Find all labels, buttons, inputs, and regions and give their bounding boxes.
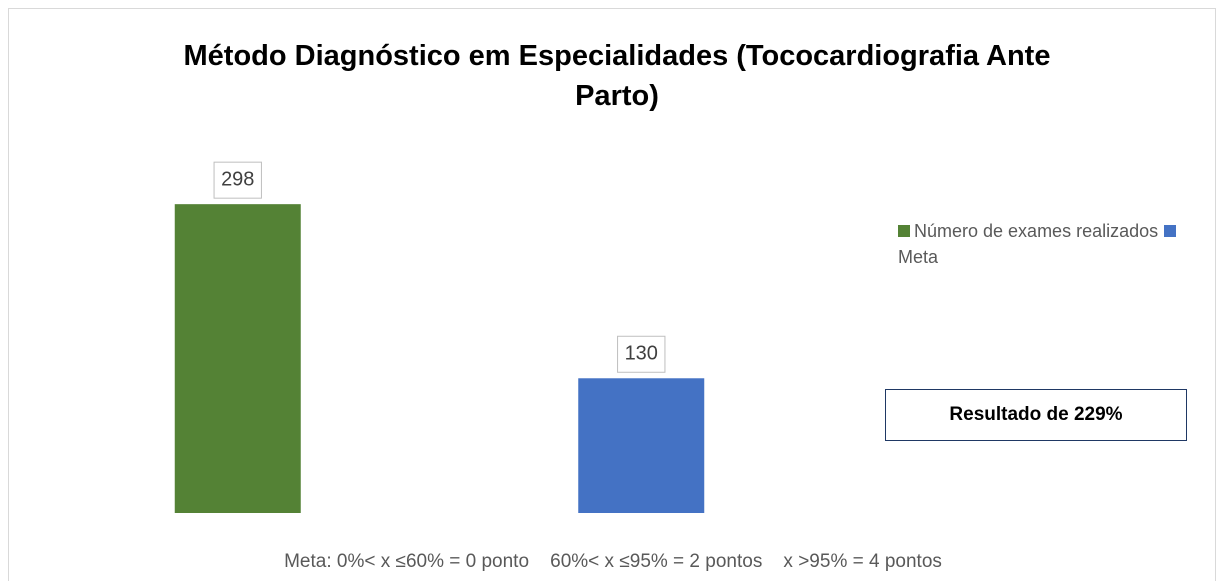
legend-item: Meta bbox=[898, 221, 1180, 267]
data-label-box bbox=[213, 161, 262, 199]
bar bbox=[174, 204, 301, 513]
legend: Número de exames realizados Meta bbox=[898, 218, 1198, 270]
legend-swatch bbox=[1164, 225, 1177, 237]
data-label: 130 bbox=[617, 335, 666, 373]
bar bbox=[578, 378, 705, 513]
legend-label: Meta bbox=[898, 247, 939, 267]
annotation-box: Resultado de 229% bbox=[885, 389, 1187, 441]
data-label: 298 bbox=[213, 161, 262, 199]
legend-label: Número de exames realizados bbox=[914, 221, 1159, 241]
footnote: Meta: 0%< x ≤60% = 0 ponto 60%< x ≤95% =… bbox=[284, 551, 942, 572]
data-label-text: 130 bbox=[625, 343, 658, 365]
legend-swatch bbox=[898, 225, 910, 237]
data-label-text: 298 bbox=[221, 168, 254, 190]
data-label-box bbox=[617, 335, 666, 373]
chart-border bbox=[8, 8, 1216, 581]
chart-title: Método Diagnóstico em Especialidades (To… bbox=[183, 40, 1051, 112]
legend-item: Número de exames realizados bbox=[898, 221, 1158, 241]
